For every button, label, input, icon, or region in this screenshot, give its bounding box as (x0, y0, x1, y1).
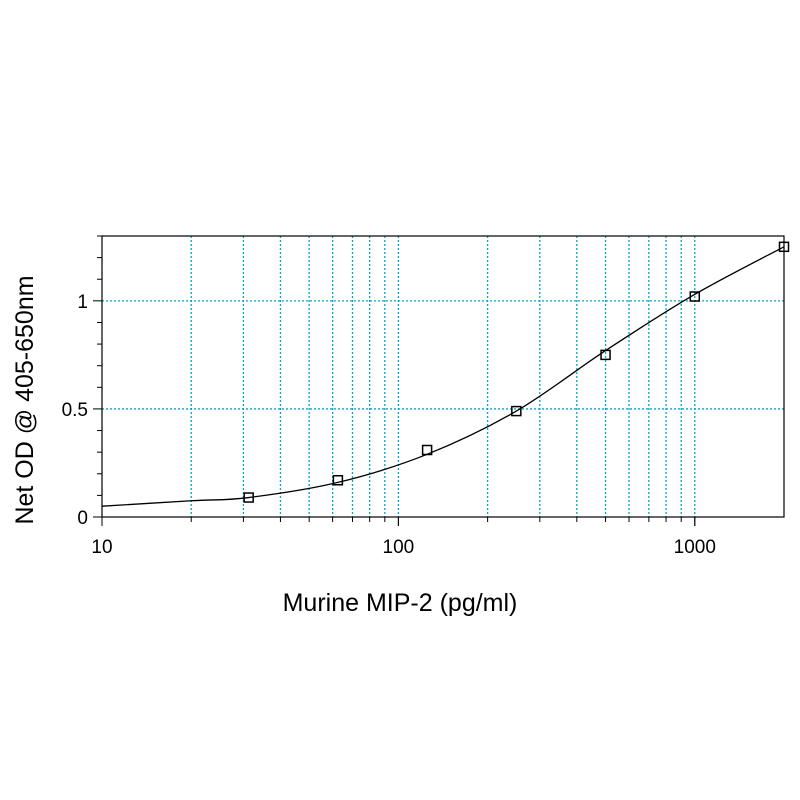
grid-lines (102, 236, 784, 517)
x-axis-title: Murine MIP-2 (pg/ml) (283, 589, 518, 617)
data-points (243, 241, 790, 503)
x-tick-label: 100 (383, 537, 415, 558)
data-point (600, 349, 611, 361)
tick-labels: 10 100 1000 0 0.5 1 (62, 292, 716, 558)
data-point (689, 291, 701, 302)
data-point (778, 241, 790, 253)
data-point (511, 405, 522, 417)
data-point (332, 475, 344, 486)
axis-ticks (93, 235, 696, 526)
y-tick-label: 0 (77, 508, 88, 529)
y-tick-label: 0.5 (62, 400, 88, 421)
plot-area-frame (101, 235, 785, 518)
x-tick-label: 10 (91, 537, 112, 558)
y-tick-label: 1 (77, 292, 88, 313)
fit-curve-layer (101, 246, 785, 507)
data-point (421, 444, 433, 456)
y-axis-title: Net OD @ 405-650nm (11, 275, 39, 524)
x-tick-label: 1000 (674, 537, 716, 558)
data-point (243, 492, 254, 503)
fit-curve (101, 246, 785, 507)
